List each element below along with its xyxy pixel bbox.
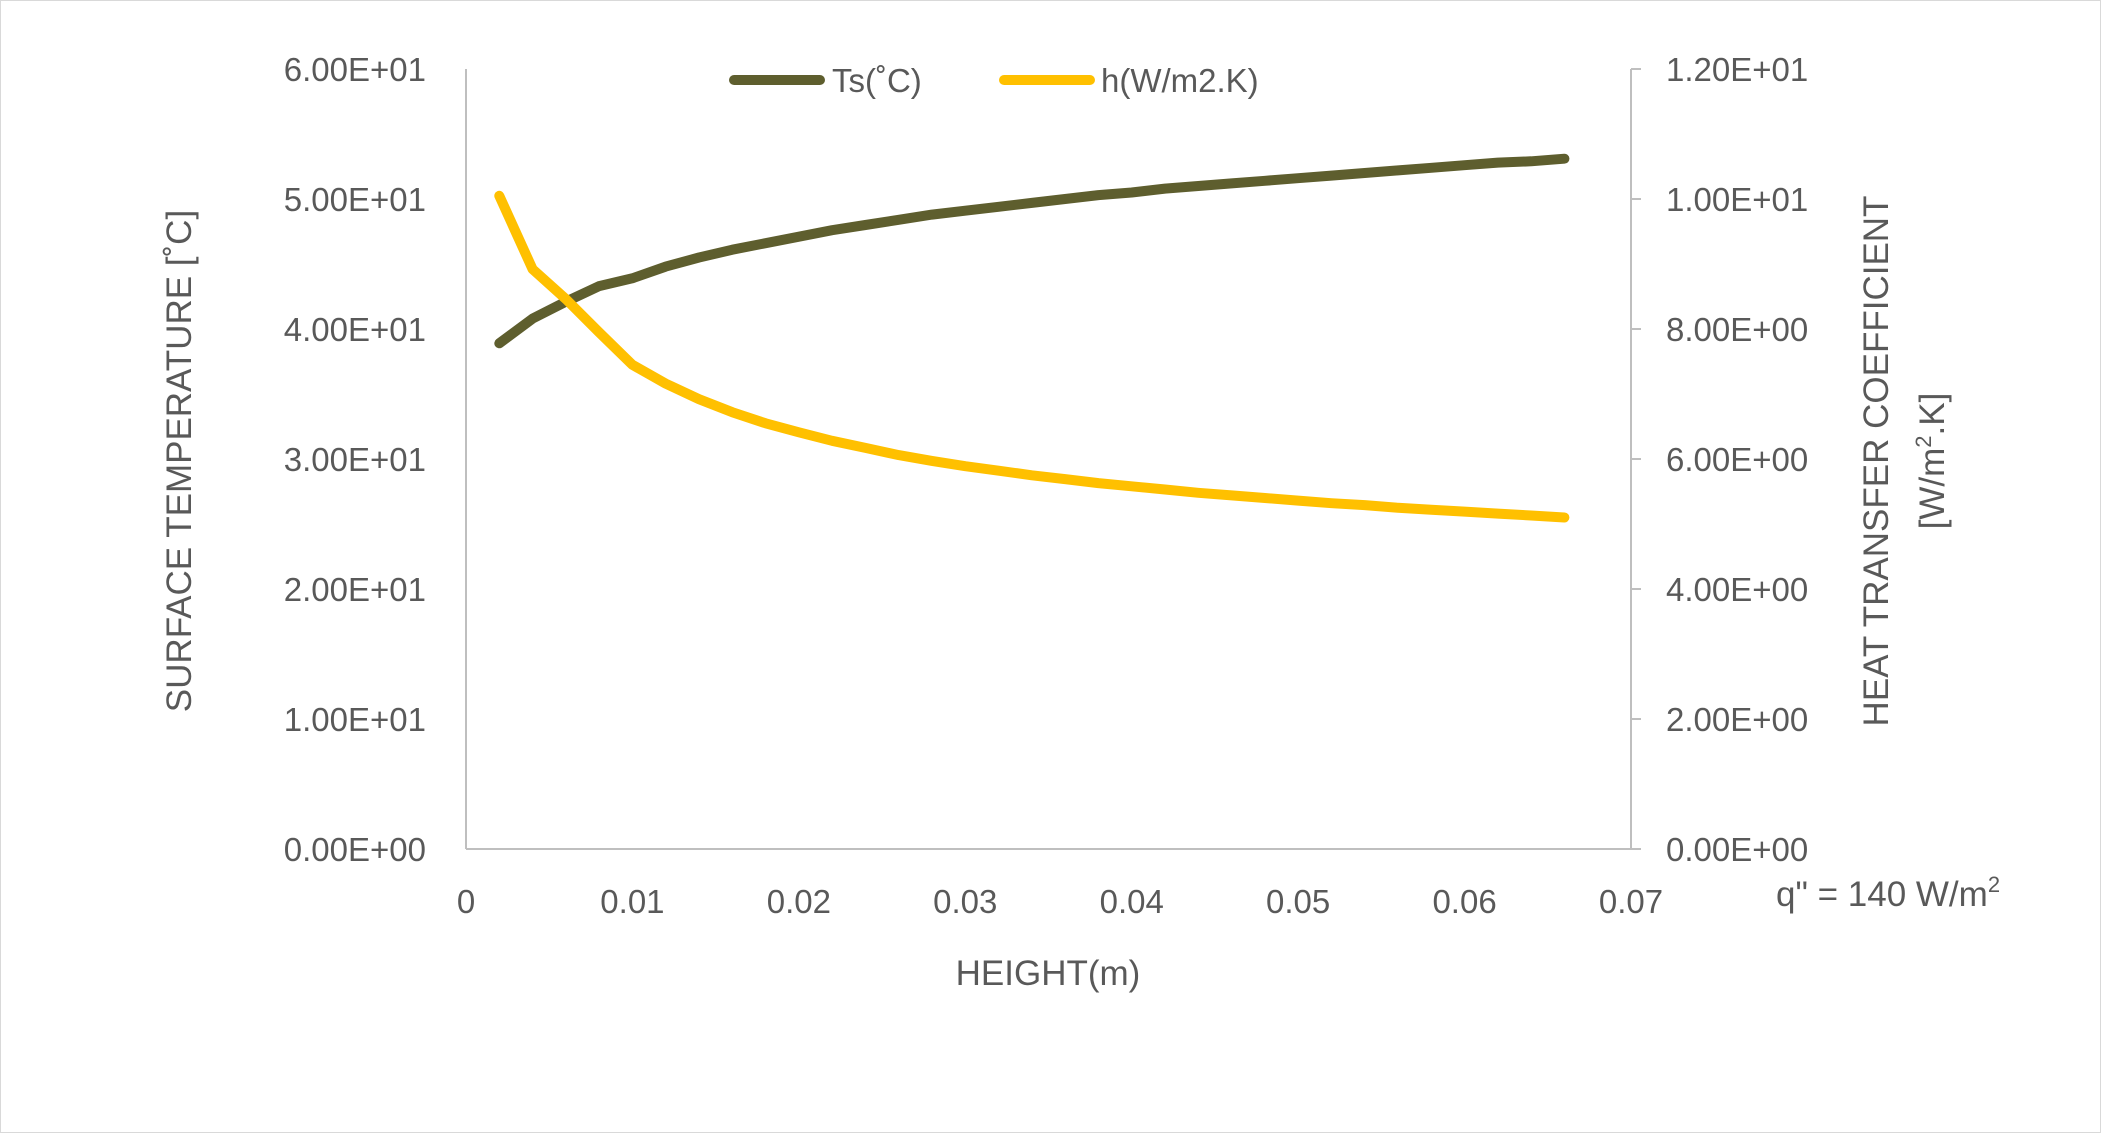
x-tick-label: 0 — [457, 883, 475, 920]
series-lines — [494, 153, 1570, 523]
right-y-axis-title-line2: [W/m2.K] — [1911, 393, 1952, 530]
axes — [465, 69, 1632, 850]
x-tick-label: 0.02 — [767, 883, 831, 920]
right-y-tick-label: 0.00E+00 — [1666, 831, 1808, 868]
right-y-unit-tail: .K] — [1913, 393, 1952, 436]
heat-flux-annotation-superscript: 2 — [1988, 872, 2000, 897]
right-y-unit-superscript: 2 — [1911, 435, 1936, 447]
left-y-tick-label: 1.00E+01 — [284, 701, 426, 738]
right-y-axis-title-line1: HEAT TRANSFER COEFFICIENT — [1857, 196, 1896, 727]
left-y-tick-labels: 0.00E+00 1.00E+01 2.00E+01 3.00E+01 4.00E+01… — [284, 51, 426, 868]
legend-label-ts: Ts(˚C) — [832, 62, 922, 99]
right-y-tick-label: 6.00E+00 — [1666, 441, 1808, 478]
legend-label-h: h(W/m2.K) — [1101, 62, 1259, 99]
right-y-tick-label: 1.00E+01 — [1666, 181, 1808, 218]
heat-flux-annotation-base: q" = 140 W/m — [1776, 875, 1988, 914]
left-y-axis-title: SURFACE TEMPERATURE [˚C] — [160, 210, 199, 712]
x-axis-title: HEIGHT(m) — [956, 954, 1141, 993]
left-y-tick-label: 3.00E+01 — [284, 441, 426, 478]
x-tick-labels: 0 0.01 0.02 0.03 0.04 0.05 0.06 0.07 — [457, 883, 1663, 920]
x-tick-label: 0.03 — [933, 883, 997, 920]
right-y-tick-labels: 0.00E+00 2.00E+00 4.00E+00 6.00E+00 8.00E+00… — [1631, 51, 1808, 868]
left-y-tick-label: 4.00E+01 — [284, 311, 426, 348]
left-y-tick-label: 5.00E+01 — [284, 181, 426, 218]
x-tick-label: 0.06 — [1432, 883, 1496, 920]
right-y-tick-label: 2.00E+00 — [1666, 701, 1808, 738]
x-tick-label: 0.04 — [1100, 883, 1164, 920]
left-y-tick-label: 2.00E+01 — [284, 571, 426, 608]
right-y-tick-label: 8.00E+00 — [1666, 311, 1808, 348]
left-y-tick-label: 0.00E+00 — [284, 831, 426, 868]
x-tick-label: 0.01 — [600, 883, 664, 920]
x-tick-label: 0.05 — [1266, 883, 1330, 920]
heat-flux-annotation: q" = 140 W/m2 — [1776, 872, 2000, 914]
series-line-ts — [494, 153, 1570, 349]
legend: Ts(˚C) h(W/m2.K) — [729, 62, 1259, 99]
right-y-unit-base: [W/m — [1913, 448, 1952, 530]
right-y-tick-label: 4.00E+00 — [1666, 571, 1808, 608]
series-line-h — [494, 190, 1570, 523]
left-y-tick-label: 6.00E+01 — [284, 51, 426, 88]
x-tick-label: 0.07 — [1599, 883, 1663, 920]
right-y-tick-label: 1.20E+01 — [1666, 51, 1808, 88]
